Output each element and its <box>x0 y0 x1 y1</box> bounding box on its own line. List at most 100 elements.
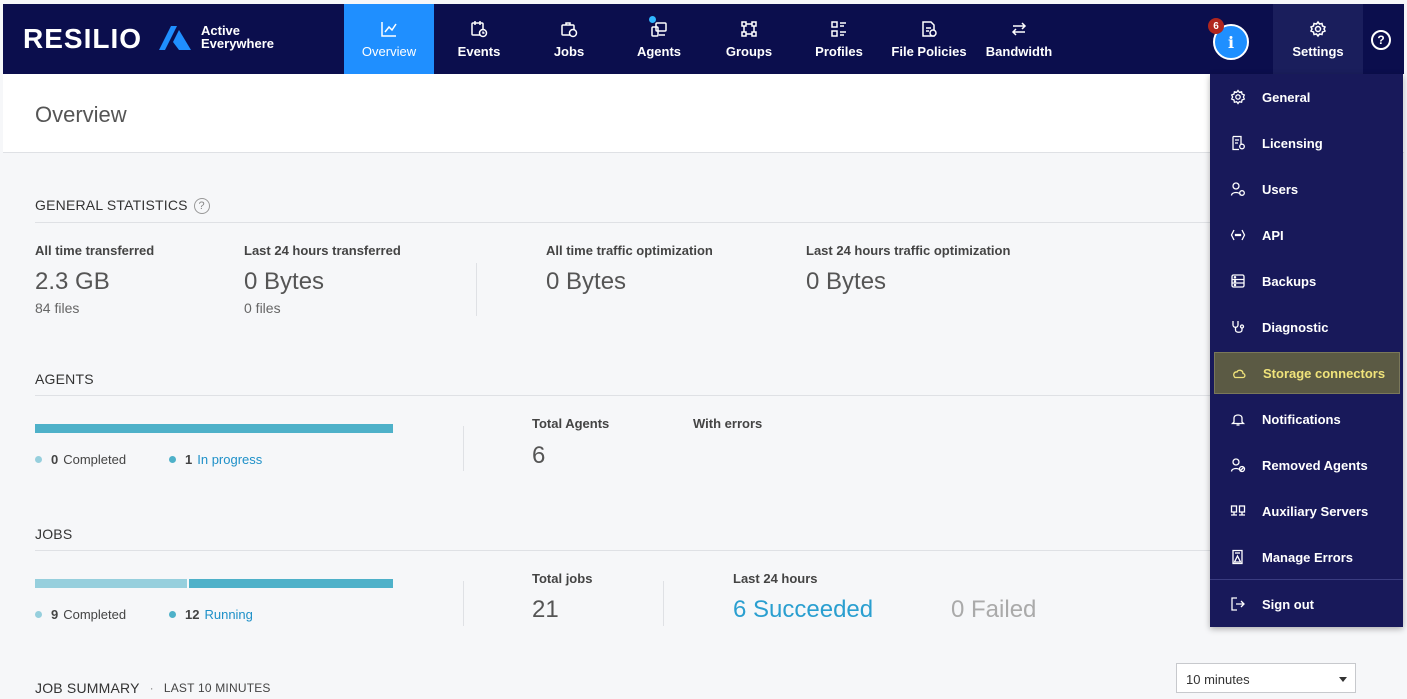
menu-label: API <box>1262 227 1284 243</box>
nav-label: Jobs <box>553 43 585 59</box>
question-icon[interactable]: ? <box>193 198 210 215</box>
time-range-select[interactable]: 10 minutes <box>1176 663 1356 693</box>
calendar-clock-icon <box>471 20 488 37</box>
total-agents-label: Total Agents <box>532 416 610 431</box>
total-jobs-value: 21 <box>532 596 559 623</box>
stat-value: 0 Bytes <box>244 268 325 295</box>
in-progress-link[interactable]: In progress <box>197 452 263 467</box>
help-icon: ? <box>1377 33 1385 47</box>
menu-item-auxiliary-servers[interactable]: Auxiliary Servers <box>1210 490 1403 532</box>
help-button[interactable]: ? <box>1371 30 1391 50</box>
menu-item-general[interactable]: General <box>1210 76 1403 118</box>
agents-in-progress-legend[interactable]: 1 In progress <box>169 452 262 467</box>
jobs-running-bar <box>189 579 393 588</box>
product-logo: Active Everywhere <box>157 22 291 52</box>
gear-icon <box>1230 89 1246 105</box>
chevron-down-icon <box>1339 677 1347 682</box>
menu-item-diagnostic[interactable]: Diagnostic <box>1210 306 1403 348</box>
menu-item-licensing[interactable]: Licensing <box>1210 122 1403 164</box>
menu-divider <box>1210 579 1403 580</box>
top-navbar: RESILIO Active Everywhere Overview Event… <box>3 4 1404 74</box>
stat-value: 0 Bytes <box>546 268 627 295</box>
menu-label: Auxiliary Servers <box>1262 503 1369 519</box>
menu-item-notifications[interactable]: Notifications <box>1210 398 1403 440</box>
nav-label: Groups <box>725 43 773 59</box>
active-everywhere-mark-icon <box>159 26 191 50</box>
removed-user-icon <box>1230 458 1246 473</box>
nav-profiles[interactable]: Profiles <box>794 4 884 74</box>
failed-value: 0 Failed <box>951 596 1037 623</box>
agents-status-dot <box>649 16 656 23</box>
agents-progress-bar <box>35 424 393 433</box>
nav-jobs[interactable]: Jobs <box>524 4 614 74</box>
menu-label: Removed Agents <box>1262 457 1368 473</box>
section-divider <box>35 222 1210 223</box>
general-statistics-title: GENERAL STATISTICS? <box>35 197 210 215</box>
license-icon <box>1232 135 1245 151</box>
jobs-completed-bar <box>35 579 187 588</box>
column-divider <box>463 426 464 471</box>
info-icon: i <box>1227 32 1235 52</box>
devices-icon <box>651 21 667 37</box>
nav-label: Overview <box>361 43 417 59</box>
gear-icon <box>1309 20 1327 37</box>
legend-dot <box>35 456 42 463</box>
briefcase-icon <box>561 21 578 37</box>
section-divider <box>35 395 1210 396</box>
stat-sub: 84 files <box>35 300 80 316</box>
menu-item-users[interactable]: Users <box>1210 168 1403 210</box>
page-title: Overview <box>35 102 127 127</box>
running-link[interactable]: Running <box>204 607 253 622</box>
jobs-running-legend[interactable]: 12 Running <box>169 607 253 622</box>
select-value: 10 minutes <box>1186 672 1250 687</box>
nav-bandwidth[interactable]: Bandwidth <box>974 4 1064 74</box>
menu-label: General <box>1262 89 1311 105</box>
group-nodes-icon <box>741 20 757 37</box>
menu-item-removed-agents[interactable]: Removed Agents <box>1210 444 1403 486</box>
stat-label: All time transferred <box>35 243 155 258</box>
brand-name: RESILIO <box>23 23 143 54</box>
product-name: Active Everywhere <box>201 23 274 51</box>
menu-item-manage-errors[interactable]: Manage Errors <box>1210 536 1403 578</box>
menu-label: Manage Errors <box>1262 549 1354 565</box>
info-button[interactable]: i <box>1213 24 1249 60</box>
column-divider <box>463 581 464 626</box>
succeeded-link[interactable]: 6 Succeeded <box>733 596 874 623</box>
legend-dot <box>169 611 176 618</box>
profile-grid-icon <box>831 20 846 37</box>
resilio-logo[interactable]: RESILIO <box>23 23 143 54</box>
settings-label: Settings <box>1292 43 1344 59</box>
file-policy-icon <box>922 20 937 37</box>
stat-label: All time traffic optimization <box>546 243 713 258</box>
menu-item-backups[interactable]: Backups <box>1210 260 1403 302</box>
backup-icon <box>1231 274 1245 288</box>
menu-label: Notifications <box>1262 411 1341 427</box>
stat-sub: 0 files <box>244 300 281 316</box>
nav-file-policies[interactable]: File Policies <box>884 4 974 74</box>
menu-label: Diagnostic <box>1262 319 1329 335</box>
legend-label: Completed <box>63 452 127 467</box>
bell-icon <box>1230 414 1246 426</box>
nav-settings[interactable]: Settings <box>1273 4 1363 74</box>
legend-dot <box>169 456 176 463</box>
legend-count: 9 <box>51 607 59 622</box>
column-divider <box>663 581 664 626</box>
nav-events[interactable]: Events <box>434 4 524 74</box>
chart-line-icon <box>381 21 397 37</box>
menu-item-storage-connectors[interactable]: Storage connectors <box>1214 352 1400 394</box>
stat-value: 2.3 GB <box>35 268 110 295</box>
stat-value: 0 Bytes <box>806 268 887 295</box>
menu-item-sign-out[interactable]: Sign out <box>1210 583 1403 625</box>
menu-item-api[interactable]: API <box>1210 214 1403 256</box>
legend-count: 0 <box>51 452 59 467</box>
nav-groups[interactable]: Groups <box>704 4 794 74</box>
total-jobs-label: Total jobs <box>532 571 593 586</box>
sign-out-icon <box>1231 597 1245 611</box>
legend-dot <box>35 611 42 618</box>
nav-agents[interactable]: Agents <box>614 4 704 74</box>
nav-label: Bandwidth <box>985 43 1053 59</box>
job-summary-title: JOB SUMMARY <box>35 680 140 696</box>
users-icon <box>1230 182 1245 196</box>
nav-label: Profiles <box>815 43 863 59</box>
nav-overview[interactable]: Overview <box>344 4 434 74</box>
